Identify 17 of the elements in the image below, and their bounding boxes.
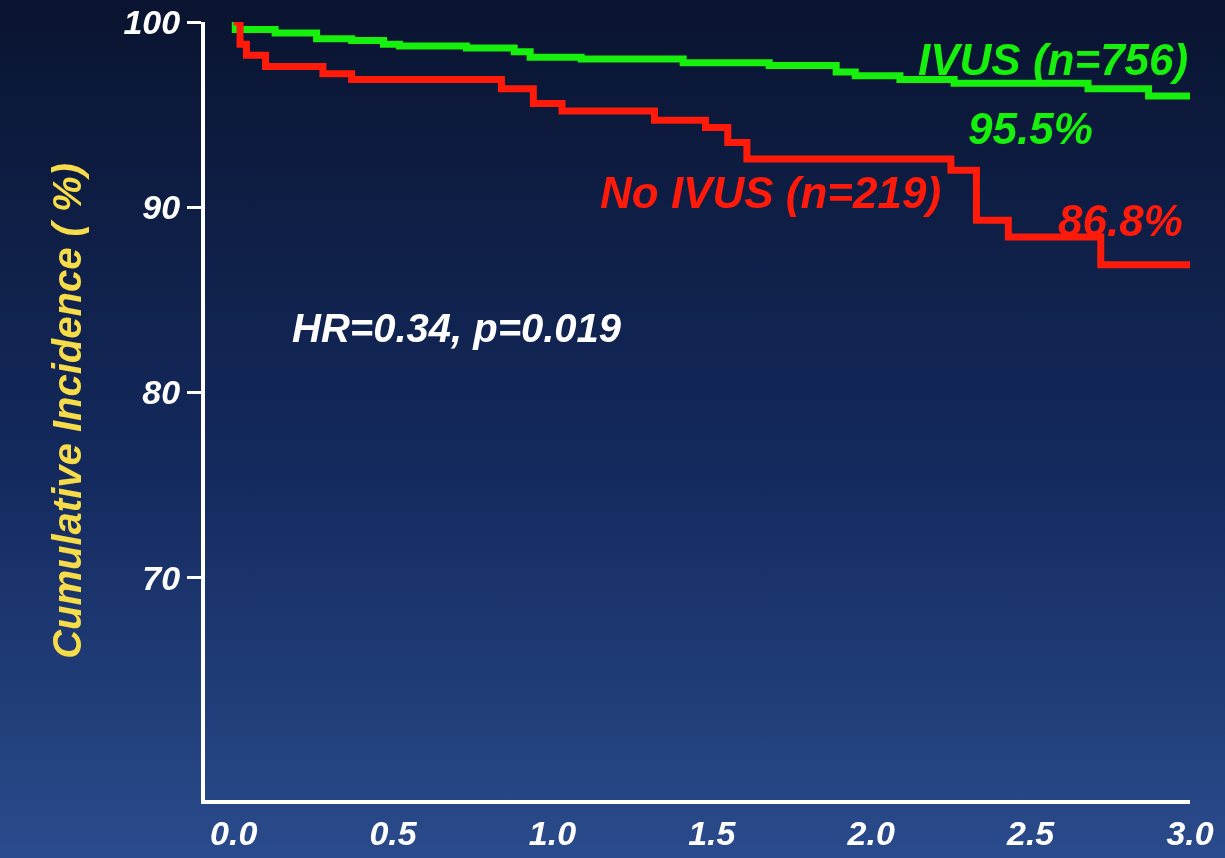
y-tick-label: 80	[142, 373, 181, 412]
y-tick-label: 100	[123, 2, 181, 41]
x-tick-label: 0.5	[369, 813, 418, 852]
annotation: HR=0.34, p=0.019	[292, 306, 622, 350]
series-label: No IVUS (n=219)	[600, 168, 942, 217]
x-tick-label: 1.0	[528, 813, 577, 852]
annotation: 95.5%	[968, 104, 1093, 153]
x-tick-label: 2.0	[846, 813, 895, 852]
x-tick-label: 0.0	[210, 813, 258, 852]
x-tick-label: 1.5	[688, 813, 737, 852]
series-label: IVUS (n=756)	[918, 35, 1189, 84]
x-tick-label: 2.5	[1005, 813, 1056, 852]
y-tick-label: 70	[142, 558, 181, 597]
y-tick-label: 90	[142, 188, 181, 227]
y-axis-title: Cumulative Incidence ( %)	[45, 163, 90, 659]
x-tick-label: 3.0	[1166, 813, 1214, 852]
annotation: 86.8%	[1058, 196, 1183, 245]
